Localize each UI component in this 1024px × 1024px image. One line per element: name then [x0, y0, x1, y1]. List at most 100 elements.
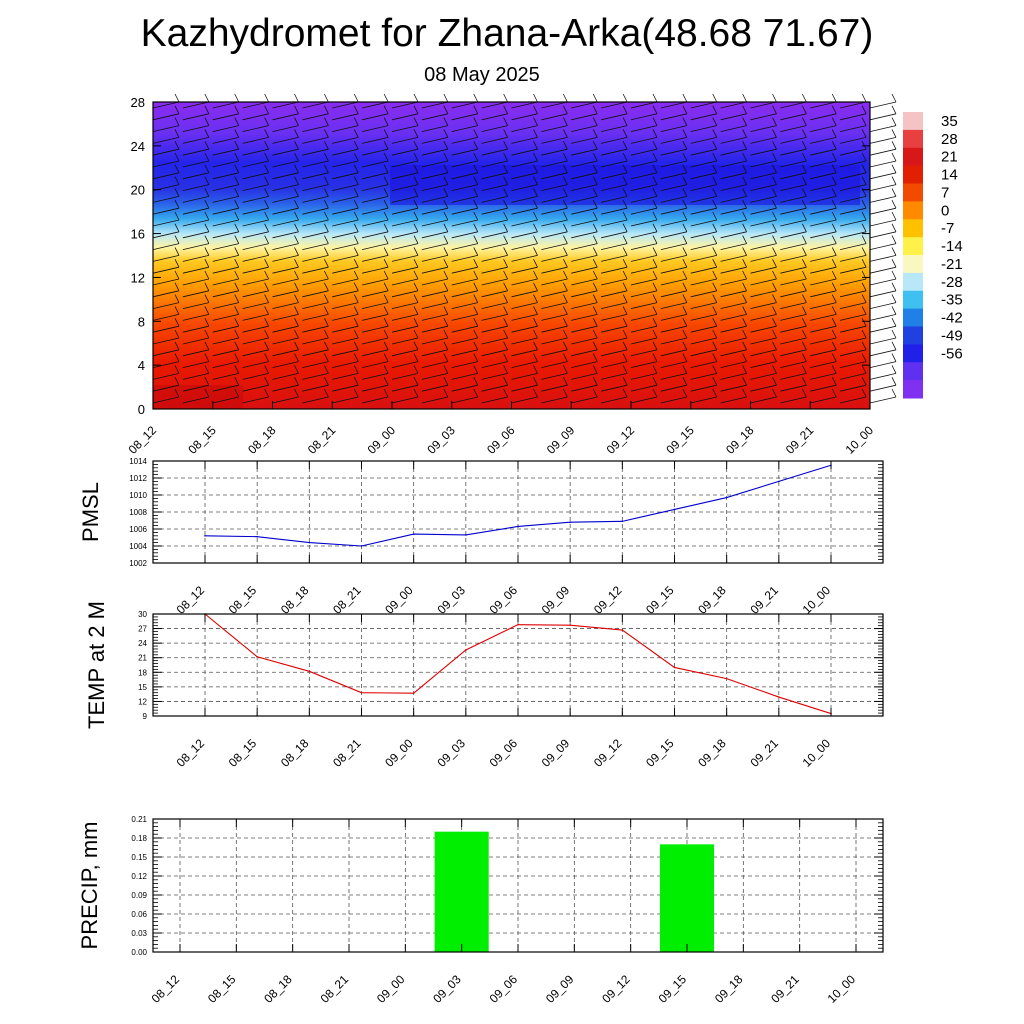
wind-barb: [451, 160, 478, 168]
wind-barb-flag: [264, 93, 269, 103]
wind-barb: [182, 243, 209, 250]
pmsl-x-tick-label: 09_21: [747, 583, 781, 617]
wind-barb-flag: [772, 141, 777, 150]
wind-barb-flag: [622, 117, 628, 126]
colorbar-swatch: [903, 308, 923, 327]
wind-barb-flag: [831, 211, 837, 221]
wind-barb-flag: [831, 93, 837, 103]
wind-barb: [212, 349, 239, 357]
wind-barb: [152, 337, 180, 345]
wind-barb-flag: [234, 388, 240, 398]
colorbar-label: -42: [941, 310, 963, 327]
wind-barb-flag: [891, 282, 897, 291]
wind-barb-flag: [324, 188, 329, 197]
colorbar-swatch: [903, 201, 923, 220]
wind-barb: [690, 243, 717, 250]
wind-barb-flag: [443, 235, 449, 244]
wind-barb-flag: [264, 129, 269, 138]
wind-barb-flag: [503, 141, 508, 150]
wind-barb: [481, 172, 508, 180]
wind-barb: [212, 219, 239, 227]
wind-barb: [511, 302, 538, 309]
wind-barb-flag: [563, 377, 568, 386]
wind-barb: [242, 266, 269, 274]
wind-barb-flag: [264, 223, 269, 232]
wind-barb: [152, 255, 180, 262]
wind-barb-flag: [712, 211, 718, 221]
wind-barb-flag: [294, 211, 299, 221]
wind-barb: [182, 137, 209, 144]
wind-barb-flag: [264, 141, 269, 150]
wind-barb: [421, 231, 448, 239]
wind-barb: [840, 337, 867, 345]
wind-barb-flag: [682, 341, 688, 350]
temp-x-tick-label: 09_06: [487, 736, 521, 770]
wind-barb-flag: [622, 377, 628, 386]
wind-barb: [362, 361, 389, 368]
wind-barb: [601, 396, 628, 404]
wind-barb: [690, 207, 717, 215]
wind-barb: [421, 255, 448, 262]
wind-barb: [810, 384, 837, 392]
wind-barb: [840, 396, 867, 404]
wind-barb-flag: [592, 152, 598, 162]
wind-barb-flag: [742, 105, 747, 114]
wind-barb: [212, 243, 239, 250]
wind-barb-flag: [592, 353, 598, 362]
wind-barb: [332, 373, 359, 380]
wind-barb: [242, 290, 269, 298]
wind-barb: [332, 349, 359, 357]
wind-barb-flag: [831, 365, 837, 374]
wind-barb-flag: [443, 188, 449, 197]
wind-barb-flag: [413, 341, 419, 350]
wind-barb: [840, 172, 867, 180]
wind-barb-flag: [802, 200, 807, 209]
wind-barb-flag: [413, 129, 419, 138]
wind-barb: [481, 160, 508, 168]
wind-barb-flag: [204, 152, 210, 162]
wind-barb: [421, 101, 448, 109]
wind-barb-flag: [652, 341, 658, 350]
wind-barb-flag: [533, 365, 538, 374]
wind-barb-flag: [861, 318, 867, 327]
wind-barb-flag: [652, 388, 658, 398]
wind-barb-flag: [383, 377, 389, 386]
wind-barb-flag: [353, 188, 359, 197]
wind-barb: [571, 160, 598, 168]
wind-barb: [511, 207, 538, 215]
wind-barb-flag: [563, 259, 568, 268]
wind-barb-flag: [831, 388, 837, 398]
wind-barb: [391, 207, 419, 215]
wind-barb-flag: [383, 93, 389, 103]
wind-barb: [660, 255, 687, 262]
wind-barb-flag: [891, 341, 897, 350]
temp-data-point: [673, 666, 676, 669]
wind-barb-flag: [533, 141, 538, 150]
wind-barb-flag: [383, 223, 389, 232]
wind-barb-flag: [802, 141, 807, 150]
wind-barb: [601, 125, 628, 132]
precip-y-tick-label: 0.06: [131, 910, 147, 919]
wind-barb: [451, 125, 478, 132]
wind-barb-flag: [563, 188, 568, 197]
wind-barb: [630, 148, 658, 156]
wind-barb-flag: [383, 282, 389, 291]
wind-barb: [212, 113, 239, 121]
colorbar-label: -28: [941, 274, 963, 291]
wind-barb: [869, 148, 897, 156]
wind-barb-flag: [204, 306, 210, 315]
wind-barb: [750, 373, 777, 380]
wind-barb: [630, 137, 658, 144]
pmsl-x-tick-label: 09_12: [591, 583, 625, 617]
precip-x-tick-label: 08_12: [149, 972, 183, 1006]
wind-barb-flag: [264, 152, 269, 162]
wind-barb-flag: [264, 318, 269, 327]
wind-barb: [840, 125, 867, 132]
wind-barb-flag: [294, 129, 299, 138]
wind-barb: [302, 196, 329, 203]
wind-barb: [421, 349, 448, 357]
wind-barb: [810, 172, 837, 180]
wind-barb: [362, 243, 389, 250]
temp-data-point: [308, 670, 311, 673]
wind-barb: [601, 137, 628, 144]
